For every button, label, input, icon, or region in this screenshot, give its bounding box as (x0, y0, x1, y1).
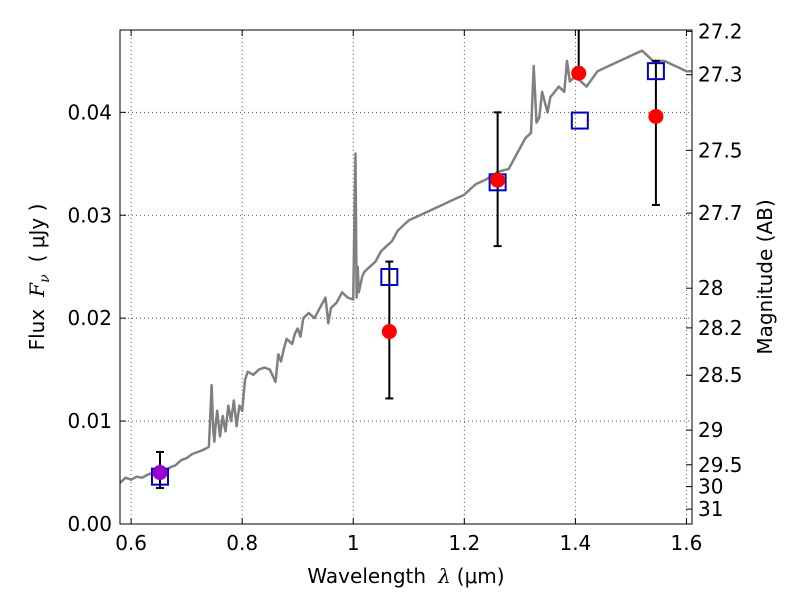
x-axis-label: Wavelength λ (μm) (307, 564, 504, 588)
mag-tick-label: 27.5 (698, 138, 743, 162)
mag-tick-label: 27.7 (698, 201, 743, 225)
x-tick-label: 1.2 (448, 531, 480, 555)
observed-photometry-point (571, 65, 587, 81)
y-tick-label: 0.00 (67, 512, 112, 536)
mag-tick-label: 28 (698, 276, 723, 300)
spectrum-line (120, 49, 692, 484)
mag-tick-label: 28.2 (698, 316, 743, 340)
plot-series (120, 30, 692, 489)
mag-tick-label: 29 (698, 418, 723, 442)
observed-photometry-point (381, 324, 397, 340)
model-photometry-point (646, 62, 665, 81)
model-photometry-point (570, 111, 589, 130)
observed-photometry-point (648, 108, 664, 124)
mag-tick-label: 30 (698, 475, 723, 499)
observed-photometry-point (152, 465, 168, 481)
y-axis-label-right: Magnitude (AB) (753, 199, 777, 354)
y-axis-label-left: FluxFν( μJy ) (25, 204, 53, 351)
plot-frame (119, 29, 693, 525)
model-photometry-point (380, 268, 399, 286)
y-tick-label: 0.04 (67, 100, 112, 124)
y-tick-label: 0.01 (67, 409, 112, 433)
observed-photometry-point (490, 172, 506, 188)
x-tick-label: 1.6 (671, 531, 703, 555)
mag-tick-label: 28.5 (698, 363, 743, 387)
mag-tick-label: 29.5 (698, 453, 743, 477)
x-tick-label: 0.6 (115, 531, 147, 555)
x-tick-label: 0.8 (226, 531, 258, 555)
y-tick-label: 0.03 (67, 203, 112, 227)
axis-ticks: 0.6 0.8 1 1.2 1.4 1.6 0.00 0.01 0.02 0.03 0.04 27.2… (67, 19, 742, 555)
x-tick-label: 1 (347, 531, 360, 555)
mag-tick-label: 27.3 (698, 63, 743, 87)
y-tick-label: 0.02 (67, 306, 112, 330)
x-tick-label: 1.4 (559, 531, 591, 555)
mag-tick-label: 27.2 (698, 19, 743, 43)
grid-lines (120, 30, 692, 524)
mag-tick-label: 31 (698, 497, 723, 521)
